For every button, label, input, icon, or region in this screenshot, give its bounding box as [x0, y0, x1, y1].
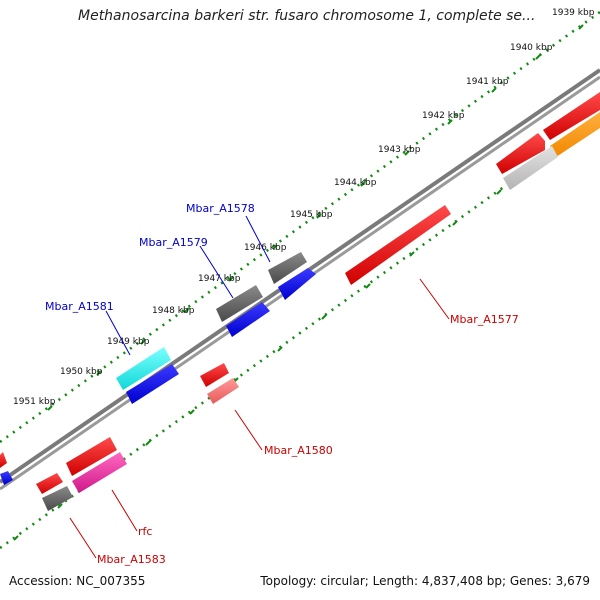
- gene-mbar-a1583-red[interactable]: [36, 473, 63, 494]
- tick-label-1951: 1951 kbp: [13, 397, 56, 407]
- gene-mbar-a1578-gray[interactable]: [268, 252, 307, 284]
- gene-mbar-a1580-lightred[interactable]: [207, 378, 239, 404]
- gene-mbar-a1579-gray[interactable]: [216, 285, 263, 322]
- forward-strand-genes: [0, 92, 600, 485]
- gene-mbar-a1577-red[interactable]: [345, 205, 451, 285]
- tick-label-1944: 1944 kbp: [334, 178, 377, 188]
- gene-mbar-a1581-cyan[interactable]: [116, 347, 171, 390]
- tick-label-1943: 1943 kbp: [378, 145, 421, 155]
- tick-label-1941: 1941 kbp: [466, 77, 509, 87]
- gene-labels: Mbar_A1578 Mbar_A1579 Mbar_A1581 Mbar_A1…: [45, 202, 519, 566]
- gene-lightgray-right[interactable]: [503, 146, 558, 190]
- tick-label-1945: 1945 kbp: [290, 210, 333, 220]
- gene-label-mbar-a1577[interactable]: Mbar_A1577: [450, 313, 519, 326]
- gene-label-rfc[interactable]: rfc: [138, 525, 152, 538]
- gene-label-mbar-a1583[interactable]: Mbar_A1583: [97, 553, 166, 566]
- sequence-title: Methanosarcina barkeri str. fusaro chrom…: [78, 8, 536, 24]
- gene-label-mbar-a1581[interactable]: Mbar_A1581: [45, 300, 114, 313]
- accession-text: Accession: NC_007355: [9, 574, 146, 588]
- tick-label-1939: 1939 kbp: [552, 8, 595, 18]
- gene-blue-c[interactable]: [126, 364, 179, 404]
- reverse-strand-genes: [36, 205, 451, 511]
- tick-label-1946: 1946 kbp: [244, 243, 287, 253]
- tick-label-1949: 1949 kbp: [107, 337, 150, 347]
- gene-partial-top-right[interactable]: [543, 92, 600, 140]
- tick-label-1948: 1948 kbp: [152, 306, 195, 316]
- tick-label-1950: 1950 kbp: [60, 367, 103, 377]
- gene-red-lower-left[interactable]: [66, 437, 117, 476]
- gene-label-mbar-a1578[interactable]: Mbar_A1578: [186, 202, 255, 215]
- tick-label-1942: 1942 kbp: [422, 111, 465, 121]
- gene-blue-left-partial[interactable]: [0, 471, 13, 485]
- gene-red-right[interactable]: [496, 133, 545, 174]
- gene-label-mbar-a1579[interactable]: Mbar_A1579: [139, 236, 208, 249]
- outer-major-ticks: [47, 24, 584, 411]
- inner-tick-track: [0, 116, 600, 550]
- gene-blue-b[interactable]: [226, 302, 270, 337]
- reverse-leader-lines: [69, 278, 450, 559]
- outer-tick-track: [0, 10, 600, 444]
- tick-label-1940: 1940 kbp: [510, 43, 553, 53]
- gene-label-mbar-a1580[interactable]: Mbar_A1580: [264, 444, 333, 457]
- gene-rfc-pink[interactable]: [72, 452, 127, 493]
- gene-mbar-a1580-red[interactable]: [200, 363, 229, 387]
- gene-blue-a[interactable]: [278, 268, 316, 300]
- tick-label-1947: 1947 kbp: [198, 274, 241, 284]
- topology-summary-text: Topology: circular; Length: 4,837,408 bp…: [260, 574, 590, 588]
- gene-orange-top-right[interactable]: [550, 112, 600, 157]
- gene-gray-lower-left[interactable]: [42, 486, 73, 511]
- forward-leader-lines: [105, 215, 271, 356]
- scale-tick-labels: 1939 kbp 1940 kbp 1941 kbp 1942 kbp 1943…: [13, 8, 595, 407]
- gene-red-left-partial[interactable]: [0, 452, 7, 468]
